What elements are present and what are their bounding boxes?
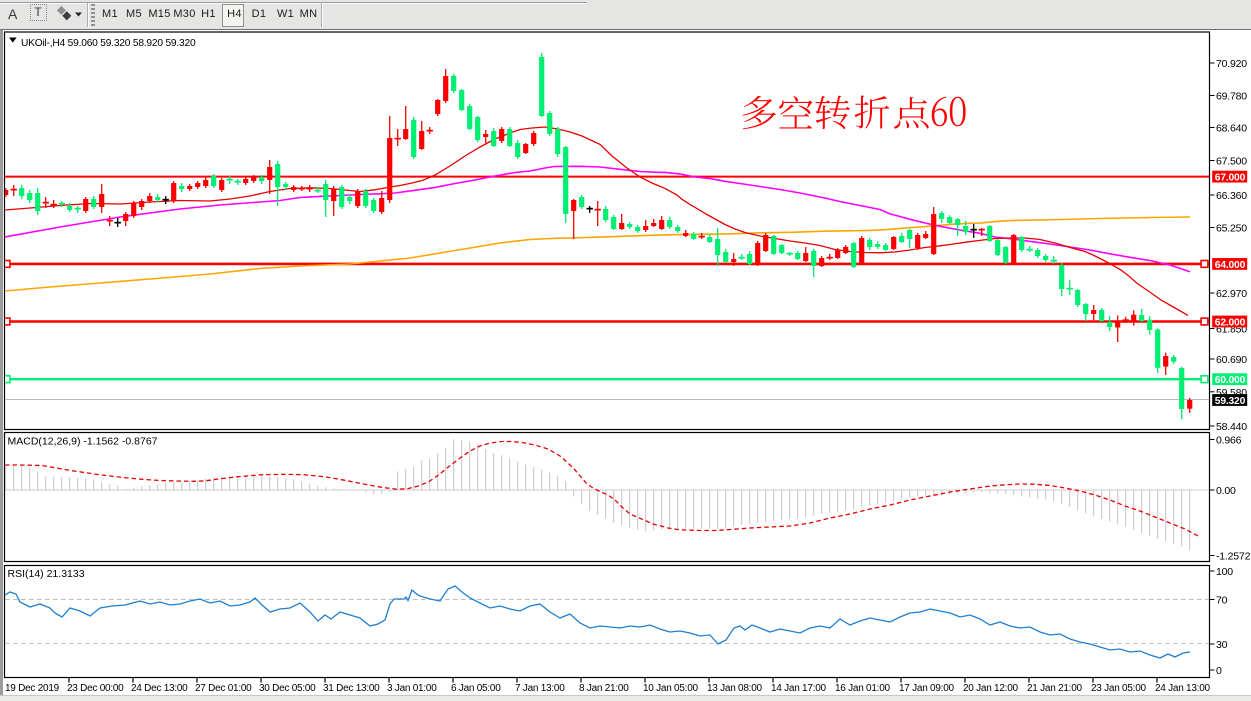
svg-text:RSI(14) 21.3133: RSI(14) 21.3133 bbox=[8, 568, 85, 580]
svg-text:100: 100 bbox=[1216, 566, 1233, 578]
svg-text:7 Jan 13:00: 7 Jan 13:00 bbox=[515, 683, 565, 694]
svg-text:MACD(12,26,9) -1.1562 -0.8767: MACD(12,26,9) -1.1562 -0.8767 bbox=[8, 436, 158, 448]
svg-text:10 Jan 05:00: 10 Jan 05:00 bbox=[643, 683, 699, 694]
svg-text:62.970: 62.970 bbox=[1216, 288, 1247, 300]
svg-text:0: 0 bbox=[1216, 665, 1222, 677]
svg-text:70: 70 bbox=[1216, 595, 1228, 607]
svg-text:58.440: 58.440 bbox=[1216, 421, 1247, 433]
svg-text:0.00: 0.00 bbox=[1216, 485, 1236, 497]
svg-text:27 Dec 01:00: 27 Dec 01:00 bbox=[195, 683, 252, 694]
svg-text:64.000: 64.000 bbox=[1215, 260, 1246, 271]
svg-text:31 Dec 13:00: 31 Dec 13:00 bbox=[323, 683, 380, 694]
svg-text:69.780: 69.780 bbox=[1216, 91, 1247, 103]
svg-text:60.690: 60.690 bbox=[1216, 354, 1247, 366]
svg-text:65.250: 65.250 bbox=[1216, 223, 1247, 235]
svg-text:60.000: 60.000 bbox=[1215, 375, 1246, 386]
svg-text:62.000: 62.000 bbox=[1215, 317, 1246, 328]
svg-text:70.920: 70.920 bbox=[1216, 58, 1247, 70]
svg-text:8 Jan 21:00: 8 Jan 21:00 bbox=[579, 683, 629, 694]
svg-text:19 Dec 2019: 19 Dec 2019 bbox=[5, 683, 60, 694]
svg-text:23 Dec 00:00: 23 Dec 00:00 bbox=[67, 683, 124, 694]
svg-text:67.500: 67.500 bbox=[1216, 156, 1247, 168]
svg-text:3 Jan 01:00: 3 Jan 01:00 bbox=[387, 683, 437, 694]
svg-text:24 Jan 13:00: 24 Jan 13:00 bbox=[1155, 683, 1211, 694]
svg-text:16 Jan 01:00: 16 Jan 01:00 bbox=[835, 683, 891, 694]
svg-text:68.640: 68.640 bbox=[1216, 123, 1247, 135]
svg-text:67.000: 67.000 bbox=[1215, 173, 1246, 184]
svg-text:23 Jan 05:00: 23 Jan 05:00 bbox=[1091, 683, 1147, 694]
svg-text:66.360: 66.360 bbox=[1216, 190, 1247, 202]
svg-text:13 Jan 08:00: 13 Jan 08:00 bbox=[707, 683, 763, 694]
svg-text:0.966: 0.966 bbox=[1216, 435, 1242, 447]
svg-text:59.320: 59.320 bbox=[1215, 396, 1246, 407]
svg-text:UKOil-,H4 59.060 59.320 58.920: UKOil-,H4 59.060 59.320 58.920 59.320 bbox=[21, 38, 196, 49]
svg-text:21 Jan 21:00: 21 Jan 21:00 bbox=[1027, 683, 1083, 694]
svg-text:17 Jan 09:00: 17 Jan 09:00 bbox=[899, 683, 955, 694]
svg-text:-1.2572: -1.2572 bbox=[1216, 551, 1251, 563]
svg-text:30: 30 bbox=[1216, 639, 1228, 651]
svg-text:20 Jan 12:00: 20 Jan 12:00 bbox=[963, 683, 1019, 694]
svg-text:6 Jan 05:00: 6 Jan 05:00 bbox=[451, 683, 501, 694]
svg-text:14 Jan 17:00: 14 Jan 17:00 bbox=[771, 683, 827, 694]
svg-text:30 Dec 05:00: 30 Dec 05:00 bbox=[259, 683, 316, 694]
svg-text:24 Dec 13:00: 24 Dec 13:00 bbox=[131, 683, 188, 694]
